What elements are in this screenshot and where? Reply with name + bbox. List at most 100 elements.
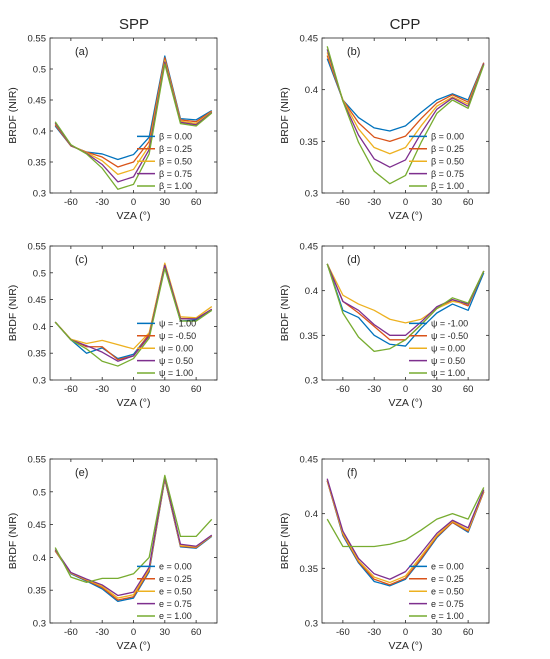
y-axis-label: BRDF (NIR) [7, 87, 19, 144]
x-tick-label: -30 [367, 627, 381, 638]
y-tick-label: 0.45 [28, 295, 47, 306]
y-tick-label: 0.45 [300, 455, 319, 466]
x-tick-label: -60 [64, 384, 78, 395]
x-axis-label: VZA (°) [117, 210, 151, 222]
series-line [54, 476, 213, 597]
y-tick-label: 0.4 [33, 553, 46, 564]
y-tick-label: 0.3 [305, 619, 318, 630]
series-lines [54, 474, 213, 602]
x-axis-label: VZA (°) [389, 397, 423, 409]
x-tick-label: 0 [403, 384, 408, 395]
x-tick-label: -30 [367, 384, 381, 395]
panel-c: -60 -30 0 30 60 0.3 0.35 0.4 0.45 0.5 0.55 VZA (°) B… [7, 242, 218, 409]
y-tick-label: 0.3 [33, 189, 46, 200]
x-tick-label: -60 [336, 197, 350, 208]
y-tick-label: 0.5 [33, 268, 46, 279]
x-tick-label: 60 [463, 197, 474, 208]
x-tick-label: 30 [160, 627, 171, 638]
legend-entry: e = 0.00 [431, 562, 464, 572]
panel-a: -60 -30 0 30 60 0.3 0.35 0.4 0.45 0.5 0.55 VZA (°) B… [7, 34, 218, 222]
y-tick-label: 0.4 [305, 509, 318, 520]
y-axis-label: BRDF (NIR) [7, 285, 19, 342]
y-axis-label: BRDF (NIR) [279, 285, 291, 342]
x-tick-label: -30 [95, 197, 109, 208]
legend-entry: ψ = 0.00 [159, 343, 193, 353]
y-tick-label: 0.35 [28, 349, 47, 360]
series-line [54, 267, 213, 367]
panel-f: -60 -30 0 30 60 0.3 0.35 0.4 0.45 VZA (°) BRDF (NI… [279, 455, 490, 652]
series-line [54, 264, 213, 362]
y-tick-label: 0.3 [33, 619, 46, 630]
panel-label: (f) [347, 467, 357, 479]
x-axis-label: VZA (°) [389, 210, 423, 222]
y-tick-label: 0.55 [28, 455, 47, 466]
series-line [326, 46, 485, 185]
x-tick-label: 60 [191, 197, 202, 208]
legend-entry: e = 0.50 [431, 586, 464, 596]
x-tick-label: 0 [403, 197, 408, 208]
y-axis-label: BRDF (NIR) [7, 513, 19, 570]
legend-entry: ψ = -1.00 [431, 319, 468, 329]
legend-entry: ψ = -1.00 [159, 319, 196, 329]
x-tick-label: -60 [64, 627, 78, 638]
legend-entry: e = 1.00 [431, 611, 464, 621]
y-tick-label: 0.55 [28, 242, 47, 253]
legend-entry: e = 0.00 [159, 562, 192, 572]
x-tick-label: -60 [64, 197, 78, 208]
panel-label: (a) [75, 46, 88, 58]
y-tick-label: 0.3 [305, 376, 318, 387]
series-line [54, 474, 213, 583]
series-line [326, 55, 485, 142]
x-tick-label: -60 [336, 384, 350, 395]
plot-area [49, 37, 218, 194]
y-tick-label: 0.45 [300, 242, 319, 253]
y-tick-label: 0.45 [300, 34, 319, 45]
x-tick-label: -60 [336, 627, 350, 638]
x-tick-label: 0 [131, 384, 136, 395]
legend-entry: e = 0.75 [159, 599, 192, 609]
series-lines [326, 478, 485, 587]
x-tick-label: -30 [95, 384, 109, 395]
x-tick-label: 60 [463, 384, 474, 395]
legend-entry: β = 0.75 [431, 169, 464, 179]
legend-entry: ψ = -0.50 [431, 331, 468, 341]
series-line [326, 479, 485, 584]
y-axis-label: BRDF (NIR) [279, 87, 291, 144]
panel-label: (c) [75, 254, 88, 266]
x-axis-label: VZA (°) [117, 640, 151, 652]
panel-label: (d) [347, 254, 360, 266]
legend-entry: β = 1.00 [431, 181, 464, 191]
y-tick-label: 0.45 [28, 96, 47, 107]
series-line [54, 262, 213, 350]
series-line [326, 263, 485, 324]
panel-e: -60 -30 0 30 60 0.3 0.35 0.4 0.45 0.5 0.55 VZA (°) B… [7, 455, 218, 652]
x-tick-label: 30 [160, 197, 171, 208]
y-tick-label: 0.5 [33, 65, 46, 76]
x-tick-label: 60 [191, 627, 202, 638]
y-tick-label: 0.4 [33, 127, 46, 138]
y-tick-label: 0.35 [300, 331, 319, 342]
y-tick-label: 0.4 [305, 85, 318, 96]
x-tick-label: 60 [463, 627, 474, 638]
column-title-cpp: CPP [390, 16, 421, 33]
y-tick-label: 0.4 [33, 322, 46, 333]
x-tick-label: 30 [432, 627, 443, 638]
panel-b: -60 -30 0 30 60 0.3 0.35 0.4 0.45 VZA (°) BRDF (NI… [279, 34, 490, 222]
legend-entry: e = 0.50 [159, 586, 192, 596]
y-tick-label: 0.5 [33, 487, 46, 498]
legend-entry: β = 0.75 [159, 169, 192, 179]
y-tick-label: 0.35 [28, 158, 47, 169]
x-tick-label: -30 [95, 627, 109, 638]
legend-entry: β = 1.00 [159, 181, 192, 191]
legend-entry: β = 0.25 [431, 144, 464, 154]
x-tick-label: 30 [160, 384, 171, 395]
panel-label: (e) [75, 467, 88, 479]
legend-entry: ψ = 1.00 [431, 368, 465, 378]
series-line [326, 487, 485, 548]
x-tick-label: 30 [432, 384, 443, 395]
legend-entry: e = 0.25 [159, 574, 192, 584]
y-tick-label: 0.55 [28, 34, 47, 45]
y-tick-label: 0.35 [28, 586, 47, 597]
legend-entry: e = 1.00 [159, 611, 192, 621]
